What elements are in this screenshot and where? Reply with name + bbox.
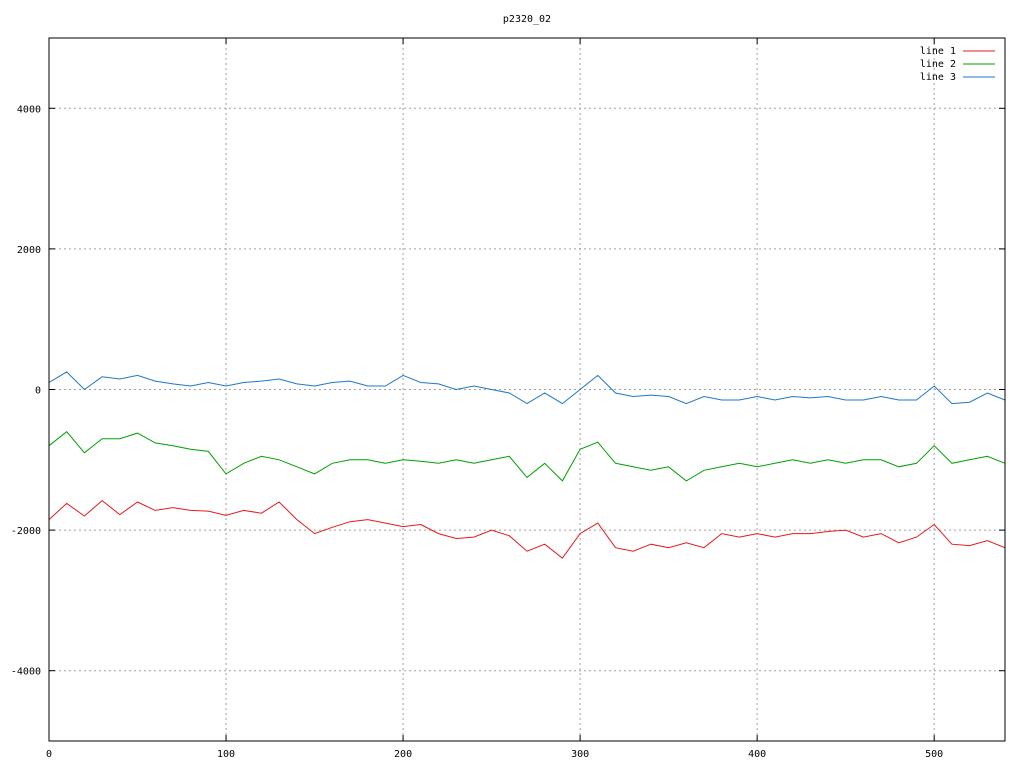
x-tick-label: 0 <box>46 749 52 760</box>
y-tick-label: 2000 <box>17 245 41 256</box>
legend-label: line 1 <box>920 46 956 57</box>
legend: line 1 line 2 line 3 <box>920 46 995 83</box>
legend-label: line 2 <box>920 59 956 70</box>
series-line-2 <box>48 431 1006 482</box>
x-tick-label: 300 <box>571 749 589 760</box>
axis-ticks: 0 100 200 300 400 500 -4000 -2000 0 2000 4000 <box>11 38 1005 760</box>
x-tick-label: 100 <box>217 749 235 760</box>
chart-title: p2320_02 <box>503 14 551 25</box>
series-line-3 <box>48 371 1006 405</box>
y-tick-label: -2000 <box>11 526 41 537</box>
y-tick-label: -4000 <box>11 667 41 678</box>
x-tick-label: 500 <box>925 749 943 760</box>
grid <box>49 38 1005 741</box>
series-group <box>48 371 1006 559</box>
x-tick-label: 200 <box>394 749 412 760</box>
series-line-1 <box>48 499 1006 559</box>
legend-label: line 3 <box>920 72 956 83</box>
y-tick-label: 4000 <box>17 104 41 115</box>
plot-frame <box>48 37 1006 742</box>
x-tick-label: 400 <box>748 749 766 760</box>
y-tick-label: 0 <box>35 386 41 397</box>
